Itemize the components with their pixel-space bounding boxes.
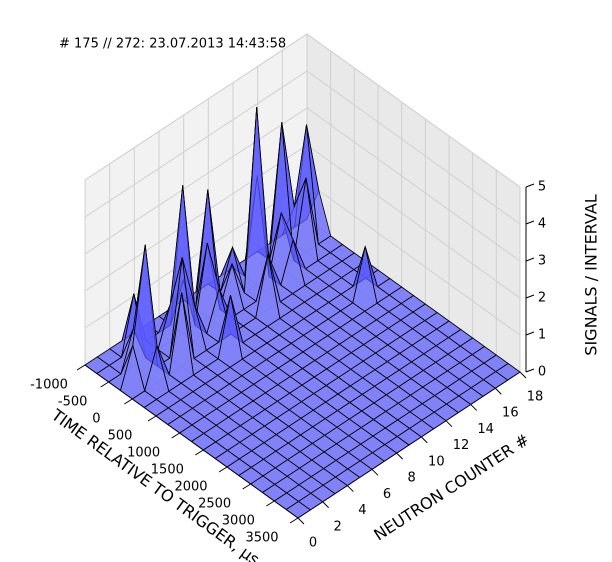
y-tick [519, 371, 527, 379]
z-tick-label: 2 [538, 291, 546, 306]
x-tick-label: 1000 [127, 446, 160, 461]
x-tick [171, 432, 180, 439]
z-tick-label: 5 [538, 180, 546, 195]
y-tick-label: 0 [309, 536, 317, 551]
x-tick [242, 483, 251, 490]
x-tick-label: 2000 [174, 480, 207, 495]
y-tick-label: 8 [408, 471, 416, 486]
y-tick [396, 452, 404, 460]
x-tick-label: 1500 [151, 463, 184, 478]
x-tick [218, 466, 228, 473]
y-tick-label: 14 [477, 422, 494, 437]
x-tick [289, 517, 299, 524]
z-tick [525, 368, 535, 373]
surface-cell [285, 500, 312, 519]
z-tick-label: 0 [538, 365, 546, 380]
x-tick [147, 415, 157, 422]
x-tick-label: -1000 [30, 378, 68, 393]
chart-title: # 175 // 272: 23.07.2013 14:43:58 [59, 37, 286, 52]
y-tick-label: 10 [428, 454, 445, 469]
y-tick [371, 468, 379, 476]
x-tick-label: -500 [58, 395, 88, 410]
z-tick [525, 220, 535, 225]
z-tick-label: 1 [538, 328, 546, 343]
y-tick [420, 436, 428, 444]
z-tick-label: 4 [538, 217, 546, 232]
x-tick [266, 500, 275, 507]
y-tick-label: 12 [453, 438, 470, 453]
y-tick [470, 404, 478, 411]
y-tick [494, 387, 502, 395]
z-tick [525, 331, 535, 336]
x-tick-label: 3500 [245, 531, 278, 546]
y-tick [346, 485, 354, 492]
z-tick-label: 3 [538, 254, 546, 269]
y-tick-label: 16 [502, 406, 519, 421]
y-tick [445, 420, 453, 428]
z-axis-label: SIGNALS / INTERVAL [582, 194, 601, 356]
x-tick-label: 0 [92, 412, 100, 427]
y-tick-label: 6 [383, 487, 391, 502]
z-tick [525, 183, 535, 188]
x-tick [100, 381, 109, 388]
y-tick [297, 517, 305, 525]
z-tick [525, 257, 535, 262]
y-tick-label: 4 [358, 503, 366, 518]
x-tick-label: 2500 [198, 497, 231, 512]
x-tick [76, 364, 86, 371]
y-tick-label: 2 [334, 519, 342, 534]
x-tick-label: 3000 [222, 514, 255, 529]
z-tick [525, 294, 535, 299]
y-tick [322, 501, 330, 509]
x-tick [124, 398, 133, 405]
y-tick-label: 18 [527, 390, 544, 405]
x-tick [195, 449, 204, 456]
x-tick-label: 500 [108, 429, 133, 444]
